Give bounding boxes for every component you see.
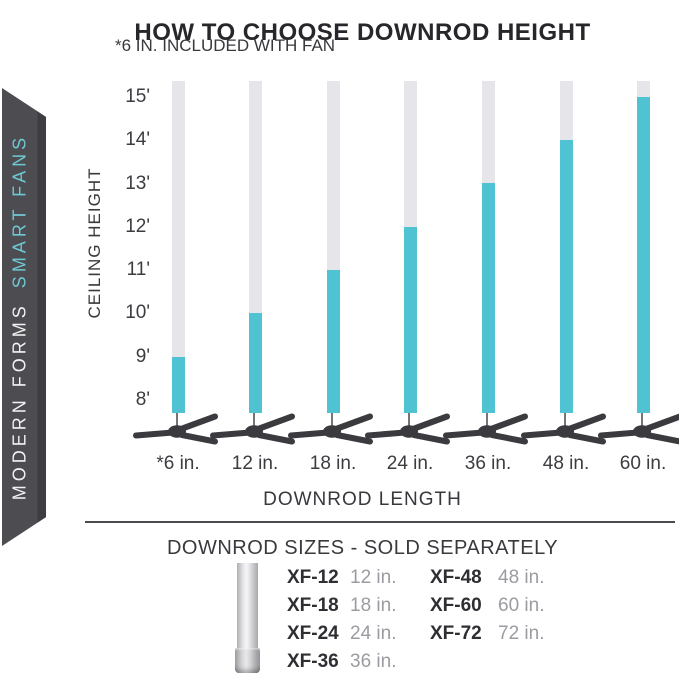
downrod-bar	[481, 81, 495, 413]
brand-ribbon-text: MODERN FORMS SMART FANS	[10, 134, 31, 500]
ceiling-fan-icon	[365, 413, 450, 445]
model-code: XF-36	[287, 651, 339, 672]
table-row: XF-24 24 in.	[287, 620, 396, 648]
ceiling-fan-icon	[210, 413, 295, 445]
bar-group-12in: 12 in.	[207, 81, 303, 475]
table-row: XF-12 12 in.	[287, 564, 396, 592]
ceiling-fan-icon	[443, 413, 528, 445]
model-code: XF-12	[287, 567, 339, 588]
table-row: XF-18 18 in.	[287, 592, 396, 620]
table-row: XF-48 48 in.	[430, 564, 544, 592]
downrod-bar	[403, 81, 417, 413]
model-size: 72 in.	[498, 623, 545, 644]
downrod-bar-fill	[403, 227, 417, 413]
y-tick: 13'	[125, 172, 150, 194]
downrod-bar	[326, 81, 340, 413]
downrod-tube-image	[235, 563, 260, 673]
x-tick: *6 in.	[156, 453, 200, 474]
model-code: XF-18	[287, 595, 339, 616]
y-tick: 9'	[135, 345, 150, 367]
section-divider	[85, 521, 675, 523]
y-tick: 10'	[125, 302, 150, 324]
downrod-sizes-column-1: XF-12 12 in. XF-18 18 in. XF-24 24 in. XF-3…	[287, 564, 396, 673]
downrod-bar	[171, 81, 185, 413]
downrod-bar-fill	[171, 357, 185, 413]
x-tick: 24 in.	[386, 453, 434, 474]
x-axis-label: DOWNROD LENGTH	[263, 489, 462, 510]
y-axis-ticks: 15' 14' 13' 12' 11' 10' 9' 8'	[100, 86, 150, 410]
model-size: 24 in.	[350, 623, 397, 644]
downrod-bar	[559, 81, 573, 413]
x-tick: 48 in.	[542, 453, 590, 474]
x-tick: 36 in.	[464, 453, 512, 474]
downrod-bar-fill	[326, 270, 340, 413]
model-code: XF-24	[287, 623, 339, 644]
y-tick: 11'	[126, 259, 150, 281]
ceiling-fan-icon	[288, 413, 373, 445]
ceiling-fan-icon	[598, 413, 679, 445]
model-code: XF-48	[430, 567, 482, 588]
y-tick: 14'	[125, 129, 150, 151]
y-tick: 15'	[125, 86, 150, 107]
model-size: 48 in.	[498, 567, 545, 588]
bar-group-24in: 24 in.	[362, 81, 458, 475]
downrod-bar	[248, 81, 262, 413]
downrod-sizes-column-2: XF-48 48 in. XF-60 60 in. XF-72 72 in.	[430, 564, 544, 648]
downrod-bar-fill	[636, 97, 650, 413]
ceiling-fan-icon	[521, 413, 606, 445]
bar-group-60in: 60 in.	[595, 81, 679, 475]
bar-group-18in: 18 in.	[285, 81, 381, 475]
ceiling-fan-icon	[133, 413, 218, 445]
brand-ribbon: MODERN FORMS SMART FANS	[2, 88, 46, 546]
table-heading: DOWNROD SIZES - SOLD SEPARATELY	[166, 537, 559, 559]
x-tick: 18 in.	[309, 453, 357, 474]
page-subtitle: *6 IN. INCLUDED WITH FAN	[115, 36, 336, 55]
table-row: XF-60 60 in.	[430, 592, 544, 620]
model-size: 60 in.	[498, 595, 545, 616]
bar-group-36in: 36 in.	[440, 81, 536, 475]
downrod-bar-fill	[559, 140, 573, 413]
model-size: 18 in.	[350, 595, 397, 616]
y-tick: 8'	[135, 388, 150, 410]
downrod-bar	[636, 81, 650, 413]
bar-group-48in: 48 in.	[518, 81, 614, 475]
brand-name-smart-fans: SMART FANS	[9, 133, 30, 289]
model-size: 12 in.	[350, 567, 397, 588]
model-size: 36 in.	[350, 651, 397, 672]
x-tick: 60 in.	[619, 453, 667, 474]
table-row: XF-72 72 in.	[430, 620, 544, 648]
bar-group-6in: *6 in.	[130, 81, 226, 475]
model-code: XF-60	[430, 595, 482, 616]
model-code: XF-72	[430, 623, 482, 644]
brand-name-modern-forms: MODERN FORMS	[9, 302, 30, 501]
table-row: XF-36 36 in.	[287, 648, 396, 673]
page-title: HOW TO CHOOSE DOWNROD HEIGHT	[134, 19, 591, 47]
downrod-bar-fill	[481, 183, 495, 413]
y-tick: 12'	[125, 215, 150, 237]
x-tick: 12 in.	[231, 453, 279, 474]
downrod-bar-fill	[248, 313, 262, 413]
